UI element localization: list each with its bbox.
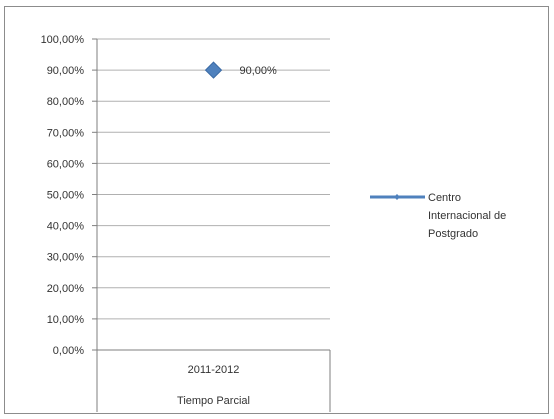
y-tick-label: 40,00% (47, 221, 85, 233)
data-point-marker (204, 61, 223, 79)
y-tick-label: 30,00% (47, 252, 85, 264)
y-tick-label: 60,00% (47, 158, 85, 170)
x-category-sublabel: Tiempo Parcial (177, 395, 250, 407)
legend-label: Internacional de (428, 210, 506, 222)
x-category-label: 2011-2012 (188, 364, 240, 376)
data-label: 90,00% (240, 65, 278, 77)
y-tick-label: 80,00% (47, 96, 85, 108)
y-tick-label: 10,00% (47, 314, 85, 326)
y-tick-label: 0,00% (53, 345, 84, 357)
legend-marker (394, 194, 400, 200)
legend-label: Centro (428, 192, 461, 204)
chart-area (4, 6, 549, 414)
y-tick-label: 50,00% (47, 190, 85, 202)
y-tick-label: 20,00% (47, 283, 85, 295)
y-tick-label: 100,00% (41, 34, 85, 46)
y-tick-label: 70,00% (47, 127, 85, 139)
legend-label: Postgrado (428, 228, 478, 240)
y-tick-label: 90,00% (47, 65, 85, 77)
